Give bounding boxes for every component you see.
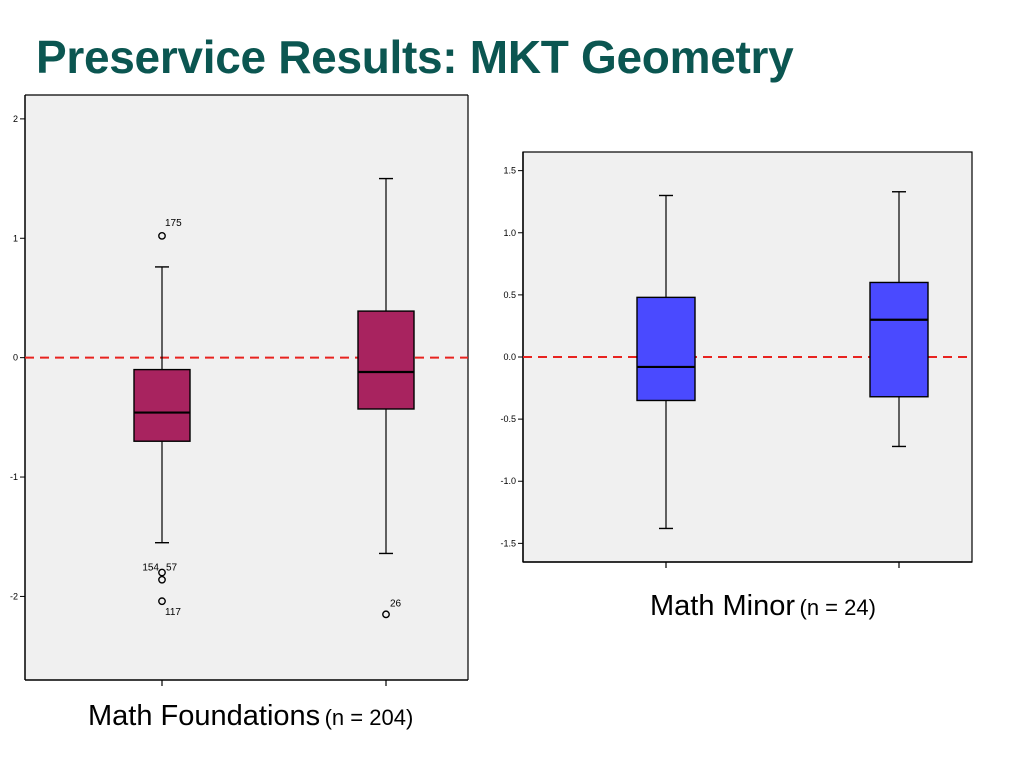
- minor-caption: Math Minor (n = 24): [650, 590, 876, 623]
- foundations-y-tick-label: 0: [13, 353, 18, 363]
- minor-y-tick-label: 1.0: [503, 228, 516, 238]
- foundations-caption: Math Foundations (n = 204): [88, 700, 413, 733]
- minor-y-tick-label: -1.0: [500, 476, 516, 486]
- foundations-outlier-label: 26: [390, 598, 402, 609]
- minor-y-tick-label: -1.5: [500, 538, 516, 548]
- minor-y-tick-label: 0.0: [503, 352, 516, 362]
- minor-box: [636, 296, 696, 402]
- foundations-outlier-point: [158, 231, 166, 240]
- minor-n: (n = 24): [799, 595, 876, 620]
- foundations-outlier-point: [158, 597, 166, 606]
- minor-label: Math Minor: [650, 590, 796, 622]
- foundations-outlier-label: 175: [165, 218, 182, 229]
- foundations-y-tick-label: 1: [13, 233, 18, 243]
- foundations-box: [357, 310, 415, 410]
- foundations-box: [133, 368, 191, 442]
- foundations-outlier-label: 57: [166, 563, 178, 574]
- minor-y-tick-label: 1.5: [503, 166, 516, 176]
- minor-boxplot: 1.5 1.0 0.5 0.0 -0.5 -1.0 -1.5: [500, 151, 973, 568]
- foundations-outlier-point: [158, 568, 166, 577]
- foundations-outlier-label: 154: [142, 563, 159, 574]
- foundations-y-tick-label: 2: [13, 114, 18, 124]
- foundations-n: (n = 204): [324, 705, 414, 730]
- foundations-y-tick-label: -2: [10, 591, 18, 601]
- minor-y-tick-label: -0.5: [500, 414, 516, 424]
- minor-y-tick-label: 0.5: [503, 290, 516, 300]
- slide-title: Preservice Results: MKT Geometry: [36, 31, 794, 83]
- foundations-outlier-point: [158, 575, 166, 584]
- foundations-y-tick-label: -1: [10, 472, 18, 482]
- foundations-outlier-label: 117: [165, 607, 181, 618]
- foundations-boxplot: 2 1 0 -1 -2 175 154 57 117 26: [10, 94, 469, 686]
- foundations-label: Math Foundations: [88, 700, 321, 732]
- foundations-outlier-point: [382, 610, 390, 619]
- minor-box: [869, 281, 929, 398]
